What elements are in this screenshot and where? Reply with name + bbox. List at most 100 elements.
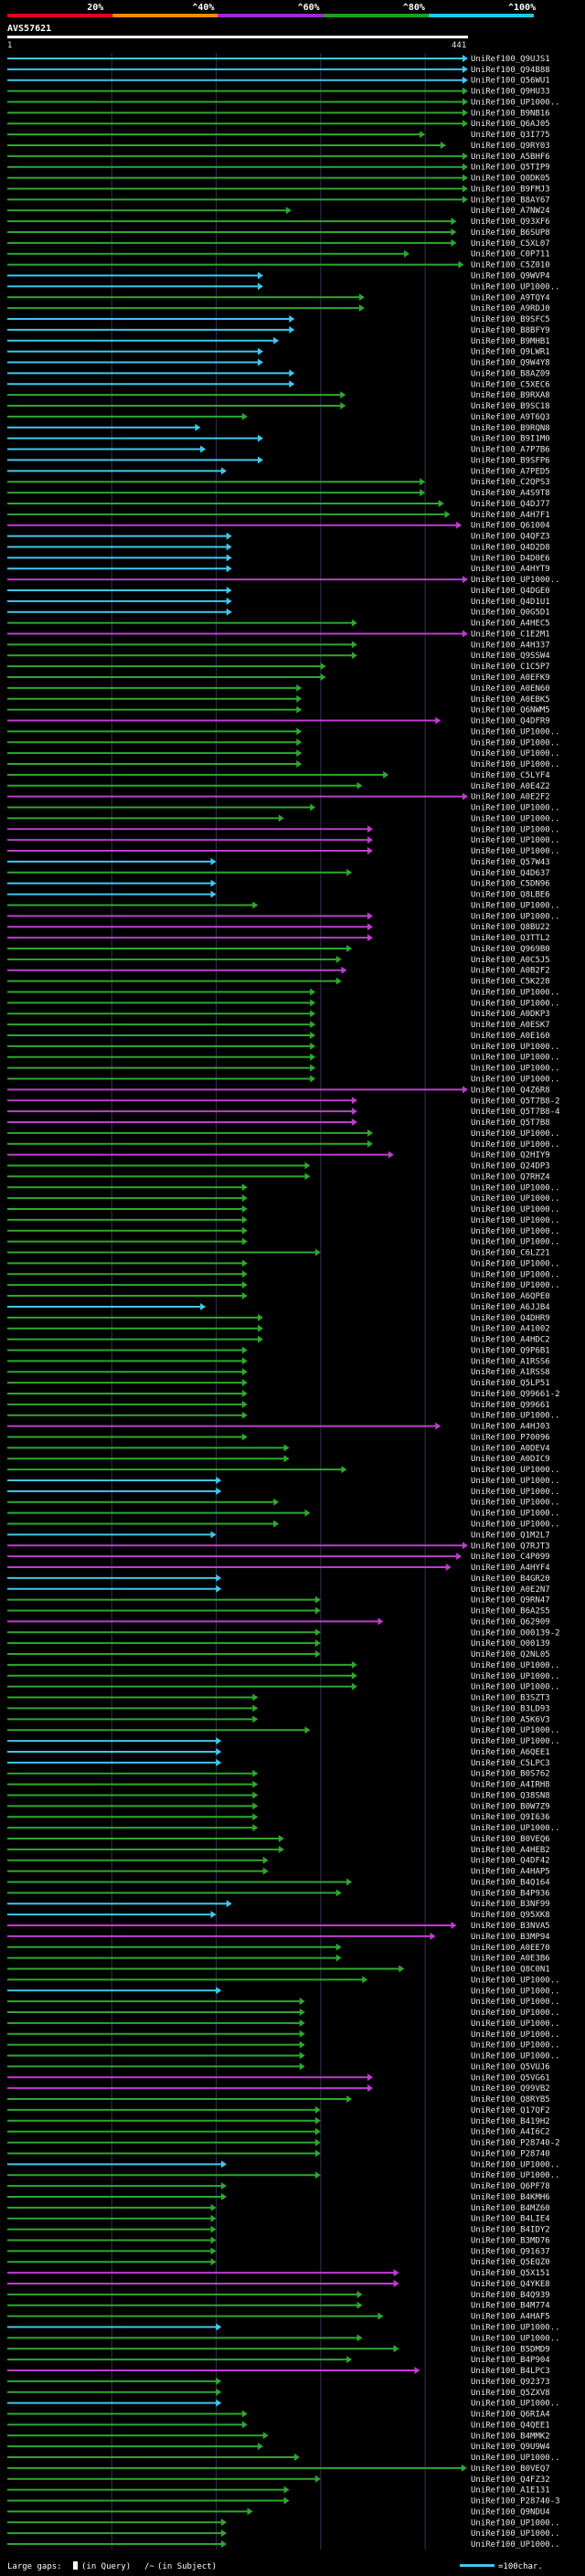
hit-label[interactable]: UniRef100_B9SFC5 bbox=[471, 315, 550, 324]
hit-label[interactable]: UniRef100_Q8RYB5 bbox=[471, 2095, 550, 2104]
hit-row[interactable]: UniRef100_Q24DP3 bbox=[7, 1161, 550, 1171]
hit-row[interactable]: UniRef100_Q0DK05 bbox=[7, 174, 550, 184]
hit-row[interactable]: UniRef100_UP1000.. bbox=[7, 2529, 560, 2539]
hit-row[interactable]: UniRef100_UP1000.. bbox=[7, 282, 560, 292]
hit-row[interactable]: UniRef100_Q4YKE8 bbox=[7, 2279, 550, 2289]
hit-row[interactable]: UniRef100_Q8LBE6 bbox=[7, 890, 550, 900]
hit-row[interactable]: UniRef100_Q5T7B8-2 bbox=[7, 1097, 560, 1106]
hit-label[interactable]: UniRef100_B9MHB1 bbox=[471, 337, 550, 346]
hit-label[interactable]: UniRef100_B3NF99 bbox=[471, 1900, 550, 1909]
hit-row[interactable]: UniRef100_UP1000.. bbox=[7, 2160, 560, 2169]
hit-label[interactable]: UniRef100_UP1000.. bbox=[471, 804, 560, 813]
hit-row[interactable]: UniRef100_A4HYF4 bbox=[7, 1564, 550, 1573]
hit-label[interactable]: UniRef100_B4Q939 bbox=[471, 2291, 550, 2300]
hit-label[interactable]: UniRef100_Q9HU33 bbox=[471, 88, 550, 97]
hit-row[interactable]: UniRef100_Q2HIY9 bbox=[7, 1150, 550, 1161]
hit-label[interactable]: UniRef100_P28740-3 bbox=[471, 2497, 560, 2507]
hit-label[interactable]: UniRef100_B9RXA8 bbox=[471, 391, 550, 400]
hit-row[interactable]: UniRef100_UP1000.. bbox=[7, 1476, 560, 1486]
hit-label[interactable]: UniRef100_B8AZ09 bbox=[471, 369, 550, 378]
hit-row[interactable]: UniRef100_UP1000.. bbox=[7, 1053, 560, 1063]
hit-label[interactable]: UniRef100_A0DIC9 bbox=[471, 1455, 550, 1464]
hit-label[interactable]: UniRef100_B4MZ60 bbox=[471, 2204, 550, 2213]
hit-label[interactable]: UniRef100_B9RQN8 bbox=[471, 424, 550, 433]
hit-label[interactable]: UniRef100_Q5T7B8 bbox=[471, 1118, 550, 1128]
hit-label[interactable]: UniRef100_Q5VUJ6 bbox=[471, 2062, 550, 2072]
hit-label[interactable]: UniRef100_Q4D2D8 bbox=[471, 543, 550, 552]
hit-label[interactable]: UniRef100_B4P936 bbox=[471, 1889, 550, 1898]
hit-label[interactable]: UniRef100_UP1000.. bbox=[471, 727, 560, 737]
hit-label[interactable]: UniRef100_UP1000.. bbox=[471, 1412, 560, 1421]
hit-label[interactable]: UniRef100_UP1000.. bbox=[471, 1194, 560, 1203]
hit-row[interactable]: UniRef100_A0EN60 bbox=[7, 684, 550, 694]
hit-row[interactable]: UniRef100_D4D0E6 bbox=[7, 554, 550, 563]
hit-label[interactable]: UniRef100_UP1000.. bbox=[471, 988, 560, 997]
hit-label[interactable]: UniRef100_UP1000.. bbox=[471, 2334, 560, 2343]
hit-label[interactable]: UniRef100_Q9P6B1 bbox=[471, 1346, 550, 1355]
hit-label[interactable]: UniRef100_B4IDY2 bbox=[471, 2226, 550, 2235]
hit-label[interactable]: UniRef100_A0E3B6 bbox=[471, 1955, 550, 1964]
hit-row[interactable]: UniRef100_A0B2F2 bbox=[7, 966, 550, 976]
hit-label[interactable]: UniRef100_B4P904 bbox=[471, 2356, 550, 2365]
hit-row[interactable]: UniRef100_UP1000.. bbox=[7, 1998, 560, 2007]
hit-row[interactable]: UniRef100_Q5VG61 bbox=[7, 2073, 550, 2083]
hit-label[interactable]: UniRef100_C4P099 bbox=[471, 1553, 550, 1562]
hit-label[interactable]: UniRef100_Q5VG61 bbox=[471, 2073, 550, 2083]
hit-row[interactable]: UniRef100_Q4FZ32 bbox=[7, 2475, 550, 2485]
hit-label[interactable]: UniRef100_UP1000.. bbox=[471, 576, 560, 585]
hit-row[interactable]: UniRef100_B4MMK2 bbox=[7, 2432, 550, 2441]
hit-row[interactable]: UniRef100_B3NF99 bbox=[7, 1900, 550, 1909]
hit-label[interactable]: UniRef100_A9T6Q3 bbox=[471, 413, 550, 422]
hit-row[interactable]: UniRef100_B8AZ09 bbox=[7, 369, 550, 378]
hit-row[interactable]: UniRef100_Q8BU22 bbox=[7, 923, 550, 932]
hit-row[interactable]: UniRef100_UP1000.. bbox=[7, 2171, 560, 2180]
hit-label[interactable]: UniRef100_B3NVA5 bbox=[471, 1922, 550, 1931]
hit-row[interactable]: UniRef100_Q7RJT3 bbox=[7, 1542, 550, 1551]
hit-label[interactable]: UniRef100_Q7RJT3 bbox=[471, 1542, 550, 1551]
hit-row[interactable]: UniRef100_UP1000.. bbox=[7, 1183, 560, 1193]
hit-label[interactable]: UniRef100_UP1000.. bbox=[471, 1065, 560, 1074]
hit-row[interactable]: UniRef100_UP1000.. bbox=[7, 2540, 560, 2549]
hit-row[interactable]: UniRef100_B9RQN8 bbox=[7, 423, 550, 433]
hit-label[interactable]: UniRef100_B4MMK2 bbox=[471, 2432, 550, 2441]
hit-row[interactable]: UniRef100_B4Q164 bbox=[7, 1878, 550, 1887]
hit-label[interactable]: UniRef100_UP1000.. bbox=[471, 825, 560, 834]
hit-row[interactable]: UniRef100_B8BFY9 bbox=[7, 325, 550, 335]
hit-row[interactable]: UniRef100_B9SFP6 bbox=[7, 456, 550, 465]
hit-row[interactable]: UniRef100_A9T6Q3 bbox=[7, 412, 550, 422]
hit-label[interactable]: UniRef100_Q9RN47 bbox=[471, 1596, 550, 1606]
hit-row[interactable]: UniRef100_B3LD93 bbox=[7, 1704, 550, 1713]
hit-row[interactable]: UniRef100_UP1000.. bbox=[7, 1737, 560, 1746]
hit-label[interactable]: UniRef100_Q92373 bbox=[471, 2378, 550, 2387]
hit-row[interactable]: UniRef100_B4LIE4 bbox=[7, 2214, 550, 2224]
hit-label[interactable]: UniRef100_B4KMH6 bbox=[471, 2193, 550, 2202]
hit-label[interactable]: UniRef100_A0EE70 bbox=[471, 1944, 550, 1953]
hit-label[interactable]: UniRef100_UP1000.. bbox=[471, 1976, 560, 1985]
hit-label[interactable]: UniRef100_UP1000.. bbox=[471, 2400, 560, 2409]
hit-row[interactable]: UniRef100_UP1000.. bbox=[7, 1726, 560, 1735]
hit-row[interactable]: UniRef100_UP1000.. bbox=[7, 1466, 560, 1475]
hit-label[interactable]: UniRef100_A1RSS8 bbox=[471, 1368, 550, 1377]
hit-row[interactable]: UniRef100_A1RSS8 bbox=[7, 1368, 550, 1377]
hit-row[interactable]: UniRef100_UP1000.. bbox=[7, 1205, 560, 1214]
hit-row[interactable]: UniRef100_UP1000.. bbox=[7, 1215, 560, 1225]
hit-label[interactable]: UniRef100_Q17QF2 bbox=[471, 2106, 550, 2115]
hit-label[interactable]: UniRef100_UP1000.. bbox=[471, 1499, 560, 1508]
hit-label[interactable]: UniRef100_B6SUP8 bbox=[471, 228, 550, 238]
hit-row[interactable]: UniRef100_UP1000.. bbox=[7, 98, 560, 107]
hit-row[interactable]: UniRef100_C5XL07 bbox=[7, 239, 550, 249]
hit-row[interactable]: UniRef100_Q0G5D1 bbox=[7, 608, 550, 618]
hit-label[interactable]: UniRef100_C5LYF4 bbox=[471, 771, 550, 780]
hit-row[interactable]: UniRef100_A41002 bbox=[7, 1324, 550, 1334]
hit-row[interactable]: UniRef100_UP1000.. bbox=[7, 2334, 560, 2343]
hit-label[interactable]: UniRef100_B5DMD9 bbox=[471, 2345, 550, 2354]
hit-label[interactable]: UniRef100_Q4DFR9 bbox=[471, 717, 550, 726]
hit-row[interactable]: UniRef100_UP1000.. bbox=[7, 901, 560, 910]
hit-label[interactable]: UniRef100_A5BHF6 bbox=[471, 153, 550, 162]
hit-row[interactable]: UniRef100_Q3I775 bbox=[7, 131, 550, 140]
hit-row[interactable]: UniRef100_Q4DJ77 bbox=[7, 499, 550, 509]
hit-row[interactable]: UniRef100_UP1000.. bbox=[7, 2051, 560, 2062]
hit-row[interactable]: UniRef100_B4KMH6 bbox=[7, 2192, 550, 2202]
hit-label[interactable]: UniRef100_Q4DHR9 bbox=[471, 1314, 550, 1323]
hit-row[interactable]: UniRef100_UP1000.. bbox=[7, 1259, 560, 1268]
